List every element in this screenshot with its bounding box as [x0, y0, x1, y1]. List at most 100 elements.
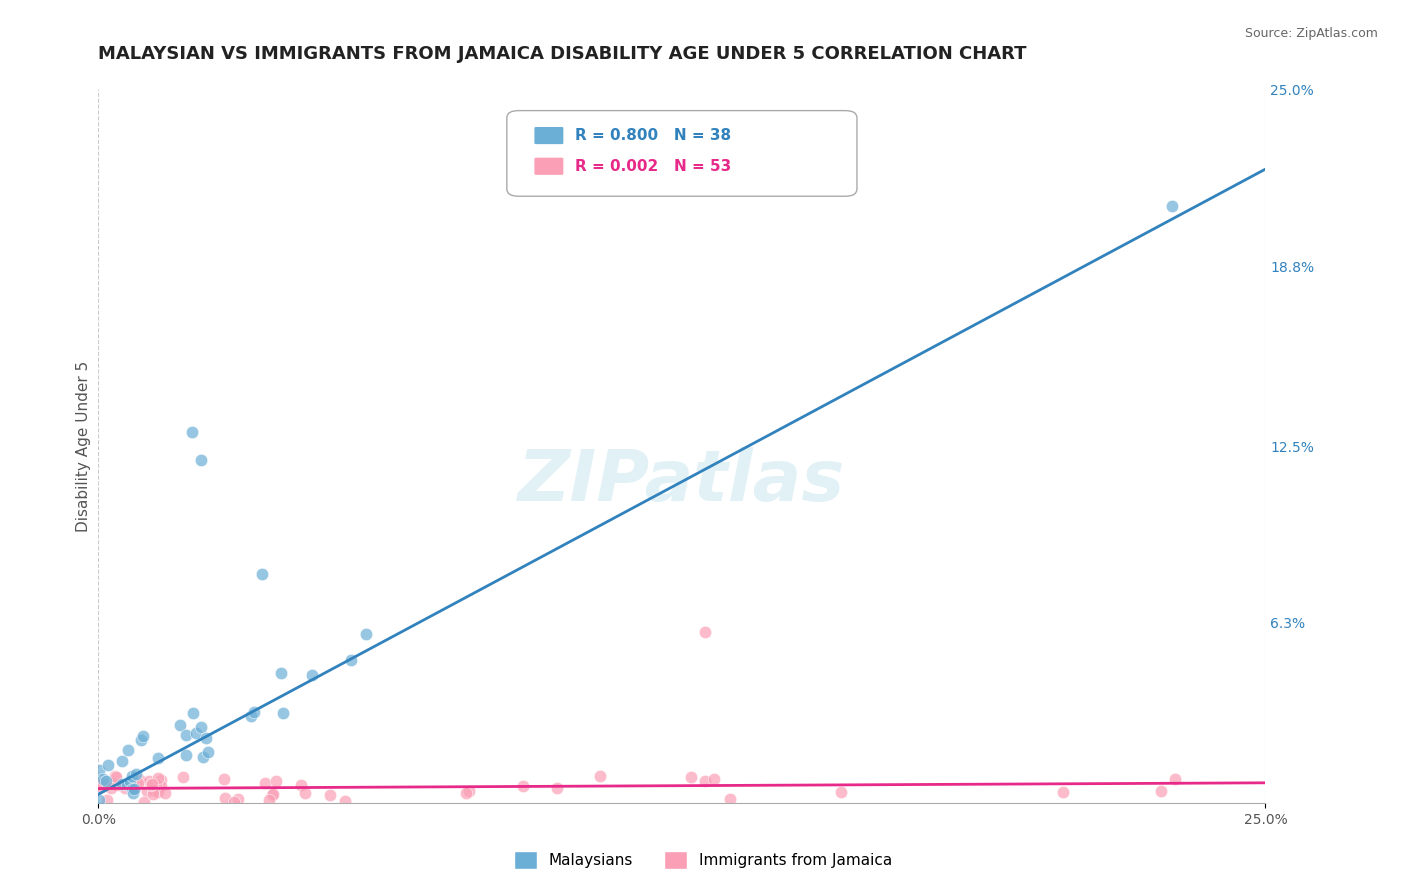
Point	[90, 780, 112, 794]
Point	[354, 626, 377, 640]
Point	[226, 792, 249, 806]
Point	[333, 794, 356, 808]
Point	[340, 653, 363, 667]
Point	[172, 770, 194, 784]
Point	[89, 793, 111, 807]
Point	[87, 763, 110, 777]
Point	[135, 783, 157, 797]
Point	[148, 771, 170, 785]
Point	[111, 754, 134, 768]
Text: R = 0.800   N = 38: R = 0.800 N = 38	[575, 128, 731, 143]
Point	[589, 769, 612, 783]
Point	[117, 743, 139, 757]
Point	[169, 718, 191, 732]
Point	[176, 728, 198, 742]
Point	[121, 782, 143, 797]
Point	[105, 770, 128, 784]
Point	[96, 774, 118, 789]
Point	[184, 726, 207, 740]
Point	[214, 791, 236, 805]
Point	[120, 773, 142, 788]
Point	[679, 770, 702, 784]
Point	[101, 775, 124, 789]
Point	[259, 793, 281, 807]
Point	[702, 772, 724, 787]
Point	[107, 778, 129, 792]
Point	[142, 782, 165, 797]
Point	[1161, 199, 1184, 213]
Point	[243, 706, 266, 720]
Point	[458, 783, 481, 797]
Point	[150, 773, 173, 788]
Point	[830, 785, 852, 799]
Point	[512, 779, 534, 793]
Point	[180, 425, 202, 439]
Point	[270, 665, 292, 680]
Text: MALAYSIAN VS IMMIGRANTS FROM JAMAICA DISABILITY AGE UNDER 5 CORRELATION CHART: MALAYSIAN VS IMMIGRANTS FROM JAMAICA DIS…	[98, 45, 1026, 62]
Point	[1150, 783, 1173, 797]
Point	[148, 751, 170, 765]
Text: R = 0.002   N = 53: R = 0.002 N = 53	[575, 159, 731, 174]
Point	[125, 767, 148, 781]
Point	[128, 772, 150, 787]
Point	[693, 773, 716, 788]
Point	[146, 785, 169, 799]
Point	[124, 781, 146, 796]
Text: ZIPatlas: ZIPatlas	[519, 447, 845, 516]
Point	[695, 624, 717, 639]
Point	[141, 777, 163, 791]
Point	[127, 776, 149, 790]
Point	[271, 706, 294, 720]
Point	[145, 777, 167, 791]
Point	[718, 792, 741, 806]
Point	[174, 747, 197, 762]
Point	[319, 788, 342, 802]
FancyBboxPatch shape	[506, 111, 858, 196]
Point	[104, 769, 127, 783]
Point	[250, 567, 273, 582]
Point	[264, 774, 287, 789]
Y-axis label: Disability Age Under 5: Disability Age Under 5	[76, 360, 91, 532]
Point	[190, 720, 212, 734]
Point	[134, 795, 156, 809]
Point	[121, 769, 143, 783]
Point	[254, 776, 277, 790]
Point	[290, 779, 312, 793]
Point	[139, 778, 162, 792]
Point	[181, 706, 204, 721]
Point	[153, 786, 176, 800]
FancyBboxPatch shape	[534, 127, 564, 145]
Point	[194, 731, 217, 745]
Point	[1164, 772, 1187, 786]
Point	[260, 788, 283, 802]
Point	[546, 781, 568, 796]
Point	[191, 750, 214, 764]
FancyBboxPatch shape	[534, 157, 564, 176]
Point	[132, 729, 155, 743]
Point	[294, 786, 316, 800]
Point	[91, 772, 114, 786]
Point	[456, 786, 478, 800]
Point	[115, 777, 138, 791]
Point	[222, 795, 245, 809]
Point	[1052, 784, 1074, 798]
Point	[114, 781, 136, 796]
Point	[111, 777, 134, 791]
Point	[142, 788, 165, 802]
Point	[197, 745, 219, 759]
Point	[96, 793, 118, 807]
Point	[301, 668, 323, 682]
Point	[124, 781, 146, 796]
Point	[90, 777, 112, 791]
Point	[190, 453, 212, 467]
Point	[129, 732, 152, 747]
Legend: Malaysians, Immigrants from Jamaica: Malaysians, Immigrants from Jamaica	[508, 845, 898, 875]
Text: Source: ZipAtlas.com: Source: ZipAtlas.com	[1244, 27, 1378, 40]
Point	[138, 773, 160, 788]
Point	[240, 708, 263, 723]
Point	[122, 785, 145, 799]
Point	[212, 772, 235, 786]
Point	[97, 758, 120, 772]
Point	[100, 780, 122, 795]
Point	[149, 779, 172, 793]
